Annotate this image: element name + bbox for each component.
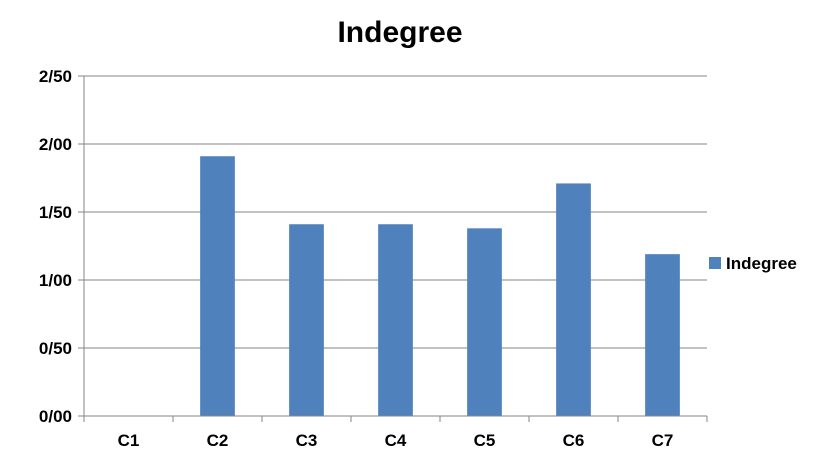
y-tick-label: 2/00 (39, 135, 72, 154)
legend-swatch-indegree (709, 257, 721, 269)
x-tick-label: C7 (652, 431, 674, 450)
bar-c4 (378, 224, 413, 416)
x-tick-label: C6 (563, 431, 585, 450)
gridlines (78, 75, 707, 417)
bars (200, 156, 680, 417)
x-tick-labels: C1 C2 C3 C4 C5 C6 C7 (118, 431, 674, 450)
bar-c2 (200, 156, 235, 417)
x-tick-label: C1 (118, 431, 140, 450)
y-tick-label: 1/50 (39, 203, 72, 222)
y-tick-label: 0/00 (39, 407, 72, 426)
bar-c3 (289, 224, 324, 416)
legend-label-indegree: Indegree (726, 254, 797, 273)
x-tick-label: C2 (207, 431, 229, 450)
y-tick-label: 0/50 (39, 339, 72, 358)
x-tick-label: C5 (474, 431, 496, 450)
y-tick-label: 2/50 (39, 67, 72, 86)
y-tick-label: 1/00 (39, 271, 72, 290)
legend: Indegree (709, 254, 797, 273)
x-tick-label: C4 (385, 431, 407, 450)
x-tick-label: C3 (296, 431, 318, 450)
chart-title: Indegree (337, 16, 462, 49)
y-tick-labels: 0/00 0/50 1/00 1/50 2/00 2/50 (39, 67, 72, 426)
axes (83, 76, 708, 422)
bar-c7 (645, 254, 680, 416)
bar-c6 (556, 183, 591, 416)
bar-c5 (467, 228, 502, 416)
